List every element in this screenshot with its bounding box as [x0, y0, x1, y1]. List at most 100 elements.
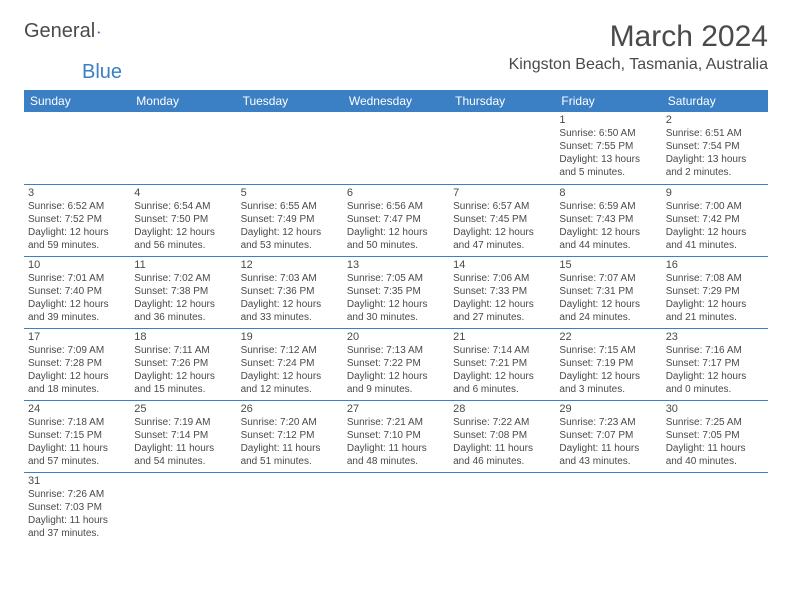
day-number: 29	[559, 403, 657, 415]
day-number: 8	[559, 187, 657, 199]
day-number: 24	[28, 403, 126, 415]
day-number: 16	[666, 259, 764, 271]
sunrise-line: Sunrise: 7:00 AM	[666, 200, 764, 213]
logo-text-general: General	[24, 20, 95, 43]
calendar-cell: 22Sunrise: 7:15 AMSunset: 7:19 PMDayligh…	[555, 328, 661, 400]
weekday-header: Friday	[555, 90, 661, 112]
sunset-line: Sunset: 7:40 PM	[28, 285, 126, 298]
day-number: 5	[241, 187, 339, 199]
sunset-line: Sunset: 7:12 PM	[241, 429, 339, 442]
daylight-line: Daylight: 12 hours and 47 minutes.	[453, 226, 551, 252]
sunrise-line: Sunrise: 7:21 AM	[347, 416, 445, 429]
calendar-cell-empty	[343, 472, 449, 544]
sunset-line: Sunset: 7:33 PM	[453, 285, 551, 298]
daylight-line: Daylight: 12 hours and 3 minutes.	[559, 370, 657, 396]
daylight-line: Daylight: 11 hours and 37 minutes.	[28, 514, 126, 540]
day-number: 21	[453, 331, 551, 343]
sunset-line: Sunset: 7:26 PM	[134, 357, 232, 370]
sunrise-line: Sunrise: 6:51 AM	[666, 127, 764, 140]
sunset-line: Sunset: 7:38 PM	[134, 285, 232, 298]
sunset-line: Sunset: 7:05 PM	[666, 429, 764, 442]
day-number: 18	[134, 331, 232, 343]
calendar-cell: 29Sunrise: 7:23 AMSunset: 7:07 PMDayligh…	[555, 400, 661, 472]
day-number: 28	[453, 403, 551, 415]
day-number: 11	[134, 259, 232, 271]
daylight-line: Daylight: 11 hours and 43 minutes.	[559, 442, 657, 468]
weekday-header: Monday	[130, 90, 236, 112]
daylight-line: Daylight: 11 hours and 51 minutes.	[241, 442, 339, 468]
weekday-header: Sunday	[24, 90, 130, 112]
calendar-cell: 19Sunrise: 7:12 AMSunset: 7:24 PMDayligh…	[237, 328, 343, 400]
sunrise-line: Sunrise: 7:16 AM	[666, 344, 764, 357]
calendar-cell: 27Sunrise: 7:21 AMSunset: 7:10 PMDayligh…	[343, 400, 449, 472]
daylight-line: Daylight: 12 hours and 18 minutes.	[28, 370, 126, 396]
day-number: 27	[347, 403, 445, 415]
sunrise-line: Sunrise: 7:12 AM	[241, 344, 339, 357]
calendar-cell: 1Sunrise: 6:50 AMSunset: 7:55 PMDaylight…	[555, 112, 661, 184]
sunset-line: Sunset: 7:50 PM	[134, 213, 232, 226]
sunset-line: Sunset: 7:03 PM	[28, 501, 126, 514]
sunset-line: Sunset: 7:54 PM	[666, 140, 764, 153]
sunrise-line: Sunrise: 7:22 AM	[453, 416, 551, 429]
sunrise-line: Sunrise: 6:55 AM	[241, 200, 339, 213]
sunrise-line: Sunrise: 7:18 AM	[28, 416, 126, 429]
sunrise-line: Sunrise: 7:07 AM	[559, 272, 657, 285]
sunrise-line: Sunrise: 7:08 AM	[666, 272, 764, 285]
calendar-cell: 30Sunrise: 7:25 AMSunset: 7:05 PMDayligh…	[662, 400, 768, 472]
weekday-header: Thursday	[449, 90, 555, 112]
sunset-line: Sunset: 7:47 PM	[347, 213, 445, 226]
sunset-line: Sunset: 7:43 PM	[559, 213, 657, 226]
day-number: 19	[241, 331, 339, 343]
calendar-cell: 21Sunrise: 7:14 AMSunset: 7:21 PMDayligh…	[449, 328, 555, 400]
daylight-line: Daylight: 11 hours and 48 minutes.	[347, 442, 445, 468]
sunrise-line: Sunrise: 7:02 AM	[134, 272, 232, 285]
calendar-cell-empty	[130, 472, 236, 544]
day-number: 23	[666, 331, 764, 343]
sunrise-line: Sunrise: 7:11 AM	[134, 344, 232, 357]
sunrise-line: Sunrise: 7:03 AM	[241, 272, 339, 285]
calendar-cell: 14Sunrise: 7:06 AMSunset: 7:33 PMDayligh…	[449, 256, 555, 328]
calendar-cell: 31Sunrise: 7:26 AMSunset: 7:03 PMDayligh…	[24, 472, 130, 544]
day-number: 6	[347, 187, 445, 199]
sunrise-line: Sunrise: 7:05 AM	[347, 272, 445, 285]
calendar-cell: 10Sunrise: 7:01 AMSunset: 7:40 PMDayligh…	[24, 256, 130, 328]
month-title: March 2024	[509, 20, 768, 54]
day-number: 13	[347, 259, 445, 271]
calendar-cell: 18Sunrise: 7:11 AMSunset: 7:26 PMDayligh…	[130, 328, 236, 400]
calendar-cell: 13Sunrise: 7:05 AMSunset: 7:35 PMDayligh…	[343, 256, 449, 328]
sunrise-line: Sunrise: 7:09 AM	[28, 344, 126, 357]
daylight-line: Daylight: 12 hours and 0 minutes.	[666, 370, 764, 396]
calendar-cell: 28Sunrise: 7:22 AMSunset: 7:08 PMDayligh…	[449, 400, 555, 472]
daylight-line: Daylight: 12 hours and 44 minutes.	[559, 226, 657, 252]
daylight-line: Daylight: 13 hours and 5 minutes.	[559, 153, 657, 179]
sunrise-line: Sunrise: 7:19 AM	[134, 416, 232, 429]
daylight-line: Daylight: 12 hours and 15 minutes.	[134, 370, 232, 396]
calendar-cell: 11Sunrise: 7:02 AMSunset: 7:38 PMDayligh…	[130, 256, 236, 328]
sunset-line: Sunset: 7:22 PM	[347, 357, 445, 370]
daylight-line: Daylight: 13 hours and 2 minutes.	[666, 153, 764, 179]
daylight-line: Daylight: 12 hours and 27 minutes.	[453, 298, 551, 324]
daylight-line: Daylight: 12 hours and 6 minutes.	[453, 370, 551, 396]
daylight-line: Daylight: 12 hours and 21 minutes.	[666, 298, 764, 324]
sunrise-line: Sunrise: 7:06 AM	[453, 272, 551, 285]
weekday-header: Wednesday	[343, 90, 449, 112]
sunrise-line: Sunrise: 7:13 AM	[347, 344, 445, 357]
sunset-line: Sunset: 7:15 PM	[28, 429, 126, 442]
sunrise-line: Sunrise: 7:26 AM	[28, 488, 126, 501]
calendar-cell-empty	[449, 112, 555, 184]
sunrise-line: Sunrise: 6:59 AM	[559, 200, 657, 213]
day-number: 31	[28, 475, 126, 487]
sunset-line: Sunset: 7:45 PM	[453, 213, 551, 226]
location: Kingston Beach, Tasmania, Australia	[509, 56, 768, 74]
sunset-line: Sunset: 7:24 PM	[241, 357, 339, 370]
calendar-cell: 16Sunrise: 7:08 AMSunset: 7:29 PMDayligh…	[662, 256, 768, 328]
daylight-line: Daylight: 12 hours and 36 minutes.	[134, 298, 232, 324]
sunrise-line: Sunrise: 6:56 AM	[347, 200, 445, 213]
sunset-line: Sunset: 7:55 PM	[559, 140, 657, 153]
calendar-cell: 23Sunrise: 7:16 AMSunset: 7:17 PMDayligh…	[662, 328, 768, 400]
sunrise-line: Sunrise: 6:57 AM	[453, 200, 551, 213]
day-number: 15	[559, 259, 657, 271]
sunset-line: Sunset: 7:17 PM	[666, 357, 764, 370]
day-number: 7	[453, 187, 551, 199]
day-number: 10	[28, 259, 126, 271]
